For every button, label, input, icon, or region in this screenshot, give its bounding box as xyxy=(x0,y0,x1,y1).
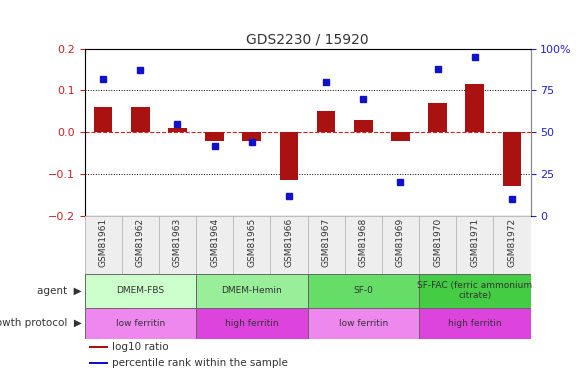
Title: GDS2230 / 15920: GDS2230 / 15920 xyxy=(246,32,369,46)
Text: percentile rank within the sample: percentile rank within the sample xyxy=(112,358,288,368)
Bar xyxy=(429,103,447,132)
Bar xyxy=(465,84,484,132)
Bar xyxy=(89,346,108,348)
Bar xyxy=(419,274,531,308)
Bar xyxy=(308,308,419,339)
Text: GSM81968: GSM81968 xyxy=(359,218,368,267)
Text: GSM81962: GSM81962 xyxy=(136,218,145,267)
Bar xyxy=(85,274,196,308)
Bar xyxy=(354,120,373,132)
Text: GSM81964: GSM81964 xyxy=(210,218,219,267)
Text: growth protocol  ▶: growth protocol ▶ xyxy=(0,318,82,328)
Bar xyxy=(168,128,187,132)
Text: GSM81965: GSM81965 xyxy=(247,218,257,267)
Bar xyxy=(308,274,419,308)
Text: high ferritin: high ferritin xyxy=(448,319,501,328)
Text: DMEM-FBS: DMEM-FBS xyxy=(116,286,164,295)
Text: high ferritin: high ferritin xyxy=(225,319,279,328)
Bar xyxy=(131,107,150,132)
Bar xyxy=(205,132,224,141)
Text: GSM81971: GSM81971 xyxy=(470,218,479,267)
Bar xyxy=(196,274,308,308)
Text: SF-0: SF-0 xyxy=(353,286,373,295)
Bar xyxy=(391,132,410,141)
Bar xyxy=(317,111,335,132)
Text: low ferritin: low ferritin xyxy=(339,319,388,328)
Text: log10 ratio: log10 ratio xyxy=(112,342,169,352)
Bar xyxy=(94,107,113,132)
Text: agent  ▶: agent ▶ xyxy=(37,286,82,296)
Bar xyxy=(85,308,196,339)
Text: GSM81963: GSM81963 xyxy=(173,218,182,267)
Bar xyxy=(196,308,308,339)
Text: low ferritin: low ferritin xyxy=(115,319,165,328)
Text: GSM81969: GSM81969 xyxy=(396,218,405,267)
Bar xyxy=(89,362,108,364)
Text: DMEM-Hemin: DMEM-Hemin xyxy=(222,286,282,295)
Text: GSM81972: GSM81972 xyxy=(507,218,517,267)
Bar xyxy=(419,308,531,339)
Text: GSM81966: GSM81966 xyxy=(285,218,293,267)
Text: GSM81961: GSM81961 xyxy=(99,218,108,267)
Bar xyxy=(280,132,298,180)
Text: SF-FAC (ferric ammonium
citrate): SF-FAC (ferric ammonium citrate) xyxy=(417,281,532,300)
Text: GSM81967: GSM81967 xyxy=(322,218,331,267)
Bar xyxy=(243,132,261,141)
Text: GSM81970: GSM81970 xyxy=(433,218,442,267)
Bar xyxy=(503,132,521,186)
